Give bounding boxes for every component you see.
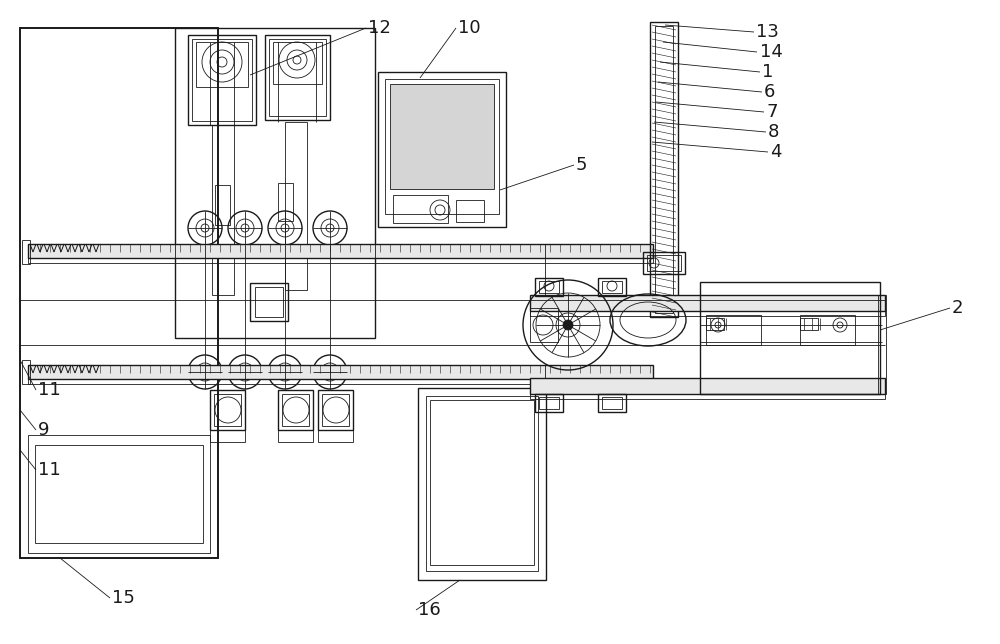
- Text: 5: 5: [576, 156, 588, 174]
- Text: 9: 9: [38, 421, 50, 439]
- Text: 6: 6: [764, 83, 775, 101]
- Bar: [530, 308, 558, 342]
- Text: 8: 8: [768, 123, 779, 141]
- Circle shape: [563, 320, 573, 330]
- Bar: [535, 394, 563, 412]
- Bar: [539, 281, 559, 293]
- Text: 1: 1: [762, 63, 773, 81]
- Text: 15: 15: [112, 589, 135, 607]
- Bar: [212, 125, 234, 295]
- Bar: [378, 72, 506, 227]
- Bar: [175, 28, 375, 338]
- Text: 11: 11: [38, 461, 61, 479]
- Bar: [28, 365, 653, 379]
- Text: 16: 16: [418, 601, 441, 619]
- Bar: [269, 39, 326, 116]
- Bar: [196, 42, 248, 87]
- Text: 11: 11: [38, 381, 61, 399]
- Bar: [192, 39, 252, 121]
- Bar: [535, 278, 563, 296]
- Bar: [650, 22, 678, 317]
- Bar: [393, 195, 448, 223]
- Bar: [214, 394, 241, 426]
- Bar: [318, 430, 353, 442]
- Text: 7: 7: [766, 103, 778, 121]
- Bar: [530, 295, 885, 311]
- Bar: [598, 278, 626, 296]
- Bar: [418, 388, 546, 580]
- Bar: [530, 378, 885, 394]
- Text: 12: 12: [368, 19, 391, 37]
- Bar: [602, 397, 622, 409]
- Bar: [318, 390, 353, 430]
- Bar: [255, 287, 283, 317]
- Bar: [215, 185, 230, 225]
- Bar: [22, 360, 30, 384]
- Bar: [655, 26, 673, 313]
- Bar: [647, 255, 681, 271]
- Bar: [278, 183, 293, 221]
- Bar: [210, 430, 245, 442]
- Bar: [285, 122, 307, 290]
- Bar: [456, 200, 484, 222]
- Bar: [706, 315, 761, 345]
- Bar: [28, 435, 210, 553]
- Bar: [188, 35, 256, 125]
- Bar: [800, 318, 818, 330]
- Bar: [385, 79, 499, 214]
- Text: 2: 2: [952, 299, 964, 317]
- Bar: [390, 84, 494, 189]
- Bar: [530, 311, 885, 316]
- Bar: [28, 258, 653, 263]
- Text: 14: 14: [760, 43, 783, 61]
- Bar: [800, 315, 855, 345]
- Bar: [210, 390, 245, 430]
- Bar: [430, 400, 534, 565]
- Bar: [282, 394, 309, 426]
- Text: 4: 4: [770, 143, 782, 161]
- Bar: [598, 394, 626, 412]
- Bar: [643, 252, 685, 274]
- Bar: [278, 430, 313, 442]
- Bar: [700, 282, 880, 394]
- Text: 13: 13: [756, 23, 779, 41]
- Bar: [273, 42, 322, 84]
- Bar: [28, 379, 653, 384]
- Bar: [878, 295, 886, 394]
- Bar: [265, 35, 330, 120]
- Bar: [250, 283, 288, 321]
- Bar: [322, 394, 349, 426]
- Bar: [539, 397, 559, 409]
- Bar: [706, 318, 724, 330]
- Bar: [530, 394, 885, 399]
- Bar: [426, 396, 538, 571]
- Bar: [28, 244, 653, 258]
- Bar: [35, 445, 203, 543]
- Bar: [22, 240, 30, 264]
- Text: 10: 10: [458, 19, 481, 37]
- Bar: [602, 281, 622, 293]
- Bar: [278, 390, 313, 430]
- Bar: [20, 28, 218, 558]
